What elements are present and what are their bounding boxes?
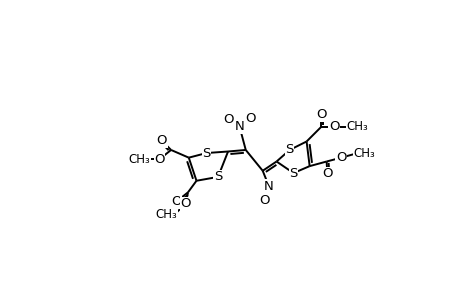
Text: S: S: [202, 146, 210, 160]
Text: O: O: [223, 113, 234, 126]
Text: CH₃: CH₃: [129, 153, 150, 166]
Text: CH₃: CH₃: [155, 208, 177, 221]
Text: O: O: [154, 153, 164, 166]
Text: O: O: [245, 112, 255, 125]
Text: O: O: [321, 167, 332, 180]
Text: N: N: [234, 120, 244, 134]
Text: O: O: [335, 151, 346, 164]
Text: S: S: [289, 167, 297, 180]
Text: CH₃: CH₃: [353, 147, 375, 160]
Text: O: O: [180, 197, 190, 210]
Text: CH₃: CH₃: [346, 120, 368, 134]
Text: O: O: [156, 134, 167, 147]
Text: O: O: [258, 194, 269, 206]
Text: O: O: [171, 195, 181, 208]
Text: O: O: [315, 108, 326, 121]
Text: O: O: [328, 120, 339, 134]
Text: S: S: [285, 143, 293, 157]
Text: S: S: [213, 170, 222, 183]
Text: N: N: [263, 180, 273, 193]
